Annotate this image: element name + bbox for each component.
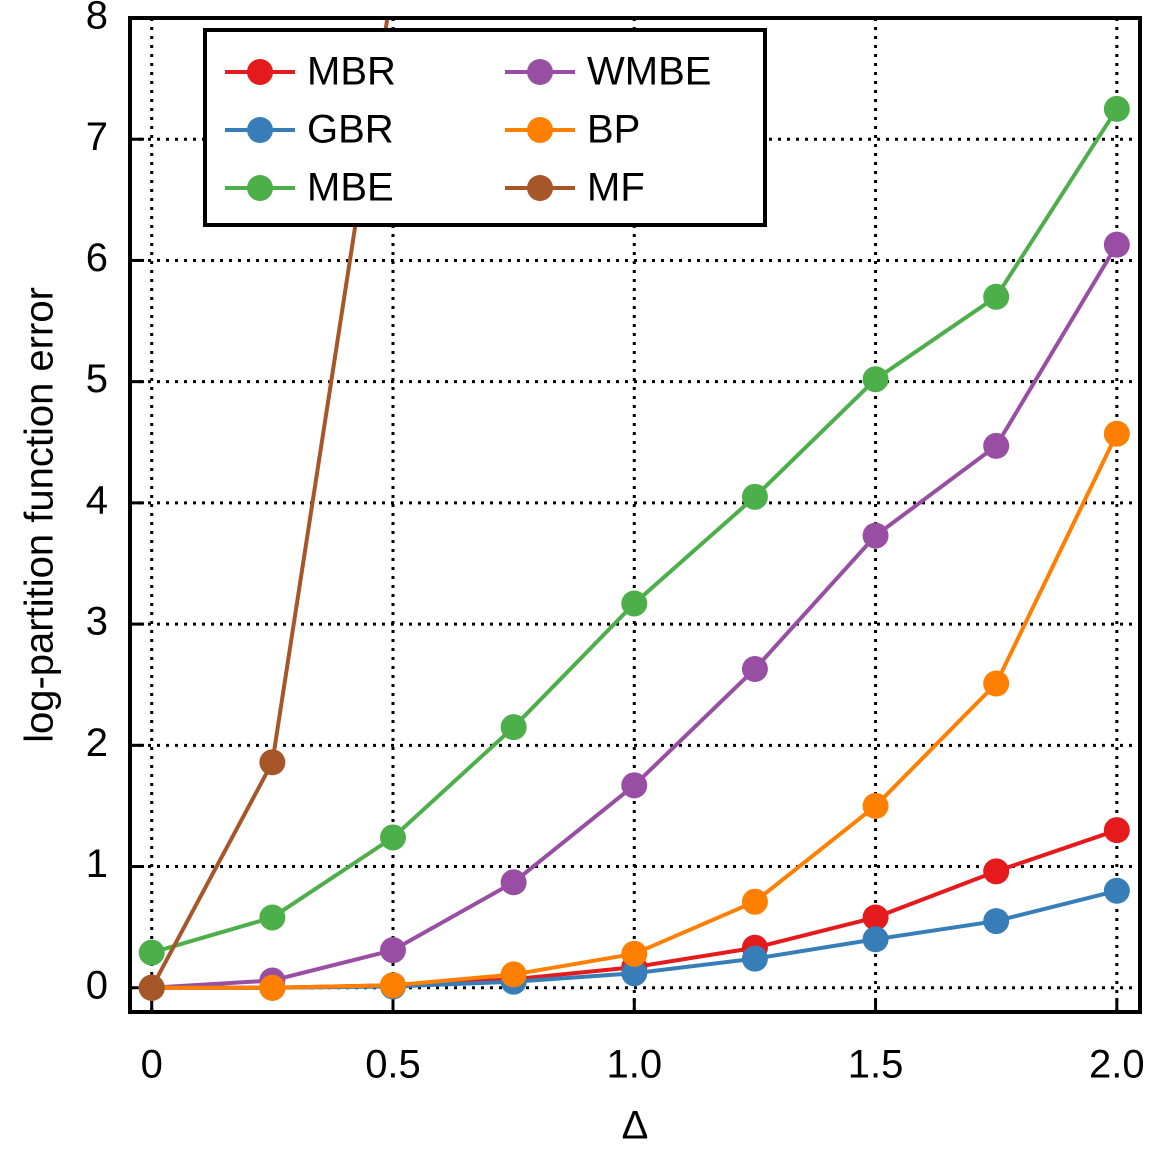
legend-marker	[247, 175, 273, 201]
y-axis-label: log-partition function error	[18, 287, 62, 743]
marker	[621, 772, 648, 799]
marker	[741, 888, 768, 915]
legend-label: MBR	[307, 50, 396, 94]
y-tick-label: 4	[86, 478, 108, 522]
x-tick-label: 1.0	[606, 1043, 662, 1087]
marker	[862, 904, 889, 931]
series-line	[151, 432, 1119, 990]
x-tick-label: 1.5	[848, 1043, 904, 1087]
marker	[621, 590, 648, 617]
x-tick-label: 0	[141, 1043, 163, 1087]
marker	[138, 939, 165, 966]
y-tick-label: 2	[86, 721, 108, 765]
marker	[983, 908, 1010, 935]
marker	[862, 522, 889, 549]
legend-marker	[527, 117, 553, 143]
y-tick-label: 6	[86, 236, 108, 280]
legend-marker	[247, 117, 273, 143]
marker	[862, 792, 889, 819]
marker	[983, 432, 1010, 459]
marker	[379, 824, 406, 851]
marker	[621, 940, 648, 967]
x-tick-label: 0.5	[365, 1043, 421, 1087]
y-tick-label: 7	[86, 115, 108, 159]
legend: MBR GBR MBE WMBE BP MF	[203, 28, 767, 227]
x-tick-label: 2.0	[1089, 1043, 1145, 1087]
marker	[983, 283, 1010, 310]
marker	[983, 858, 1010, 885]
y-tick-label: 3	[86, 600, 108, 644]
marker	[1103, 95, 1130, 122]
marker	[1103, 420, 1130, 447]
y-tick-label: 0	[86, 963, 108, 1007]
legend-marker	[247, 59, 273, 85]
legend-label: WMBE	[587, 50, 711, 94]
x-axis-label: Δ	[622, 1104, 649, 1148]
legend-label: MBE	[307, 166, 394, 210]
legend-marker	[527, 59, 553, 85]
marker	[259, 974, 286, 1001]
legend-label: BP	[587, 108, 640, 152]
marker	[862, 366, 889, 393]
marker	[500, 714, 527, 741]
y-tick-label: 8	[86, 0, 108, 38]
marker	[379, 972, 406, 999]
marker	[1103, 817, 1130, 844]
plot-frame	[128, 16, 1142, 1014]
marker	[259, 749, 286, 776]
marker	[862, 926, 889, 953]
plot-area	[138, 18, 1130, 1001]
legend-marker	[527, 175, 553, 201]
marker	[379, 937, 406, 964]
marker	[621, 960, 648, 987]
marker	[500, 961, 527, 988]
marker	[741, 945, 768, 972]
marker	[741, 483, 768, 510]
legend-label: GBR	[307, 108, 394, 152]
marker	[259, 904, 286, 931]
marker	[1103, 877, 1130, 904]
legend-label: MF	[587, 166, 645, 210]
marker	[741, 655, 768, 682]
marker	[500, 869, 527, 896]
marker	[983, 670, 1010, 697]
marker	[1103, 231, 1130, 258]
y-tick-label: 1	[86, 842, 108, 886]
marker	[138, 974, 165, 1001]
legend-box	[203, 28, 767, 227]
y-tick-label: 5	[86, 357, 108, 401]
